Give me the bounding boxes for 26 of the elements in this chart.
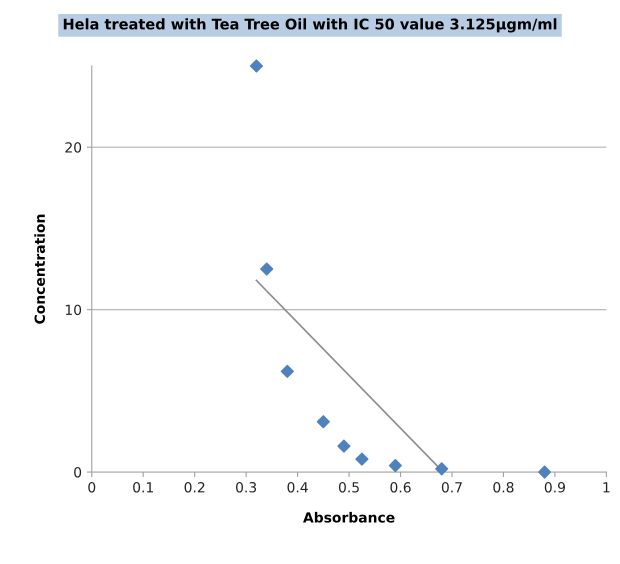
x-tick-label: 0.7: [442, 482, 462, 493]
point: [337, 439, 350, 453]
x-tick-label: 0.1: [133, 482, 153, 493]
x-tick-label: 0: [88, 482, 96, 493]
chart-title: Hela treated with Tea Tree Oil with IC 50 value 3.125μgm/ml: [64, 18, 556, 32]
point: [538, 465, 552, 479]
point: [260, 262, 274, 276]
point: [280, 364, 294, 378]
point: [250, 59, 264, 73]
x-tick-label: 1: [603, 482, 610, 492]
x-axis-title: Absorbance: [303, 512, 394, 523]
x-tick-label: 0.2: [184, 482, 204, 493]
x-tick-label: 0.9: [544, 482, 565, 493]
y-tick-label: 10: [66, 304, 82, 316]
point: [355, 452, 369, 466]
x-tick-label: 0.5: [338, 482, 359, 493]
x-tick-label: 0.6: [390, 482, 411, 493]
point: [316, 415, 330, 428]
y-axis-title: Concentration: [34, 214, 46, 324]
y-tick-label: 20: [65, 142, 82, 153]
x-tick-label: 0.3: [236, 482, 256, 493]
x-tick-label: 0.4: [287, 482, 308, 493]
point: [435, 462, 448, 476]
y-tick-label: 0: [74, 467, 82, 478]
x-tick-label: 0.8: [493, 482, 514, 493]
point: [388, 458, 402, 472]
